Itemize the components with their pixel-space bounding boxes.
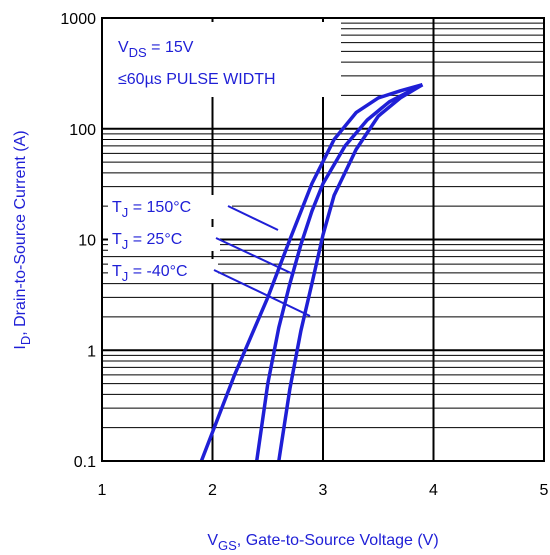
series-label-bg	[108, 227, 220, 251]
x-axis-label-sub: GS	[218, 538, 237, 553]
x-tick-label: 5	[540, 482, 549, 499]
y-tick-label: 100	[69, 122, 96, 139]
series-label-bg	[108, 195, 232, 219]
annotations: VDS = 15V ≤60µs PULSE WIDTH TJ = 150°C TJ =…	[108, 39, 311, 317]
y-axis-label-main: I	[12, 345, 29, 349]
x-tick-label: 2	[208, 482, 217, 499]
y-axis-label-sub: D	[18, 336, 33, 345]
series-line-1	[199, 83, 423, 462]
y-axis-label: ID, Drain-to-Source Current (A)	[12, 130, 33, 349]
series-label-3: TJ = -40°C	[112, 263, 188, 284]
series-leader-2	[215, 237, 294, 275]
series-leader-3	[213, 269, 311, 317]
x-tick-label: 1	[98, 482, 107, 499]
x-tick-label: 3	[319, 482, 328, 499]
x-axis-label: VGS, Gate-to-Source Voltage (V)	[207, 532, 438, 553]
y-tick-label: 1000	[60, 11, 96, 28]
x-tick-label: 4	[429, 482, 438, 499]
y-tick-label: 1	[87, 343, 96, 360]
condition-pulse-width: ≤60µs PULSE WIDTH	[118, 71, 276, 88]
series-label-1: TJ = 150°C	[112, 199, 191, 220]
series-group	[199, 83, 424, 462]
series-label-2: TJ = 25°C	[112, 231, 182, 252]
y-tick-label: 10	[78, 233, 96, 250]
y-axis-label-rest: , Drain-to-Source Current (A)	[12, 130, 29, 335]
condition-vds: VDS = 15V	[118, 39, 194, 60]
x-axis-label-main: V	[207, 532, 218, 549]
series-line-2	[254, 83, 424, 462]
condition-box	[103, 22, 341, 97]
series-leader-1	[227, 205, 279, 231]
y-tick-label: 0.1	[74, 454, 96, 471]
grid	[102, 18, 544, 461]
x-axis-label-rest: , Gate-to-Source Voltage (V)	[237, 532, 439, 549]
series-label-bg	[108, 259, 218, 283]
series-line-3	[277, 83, 424, 462]
plot-frame	[101, 17, 545, 462]
